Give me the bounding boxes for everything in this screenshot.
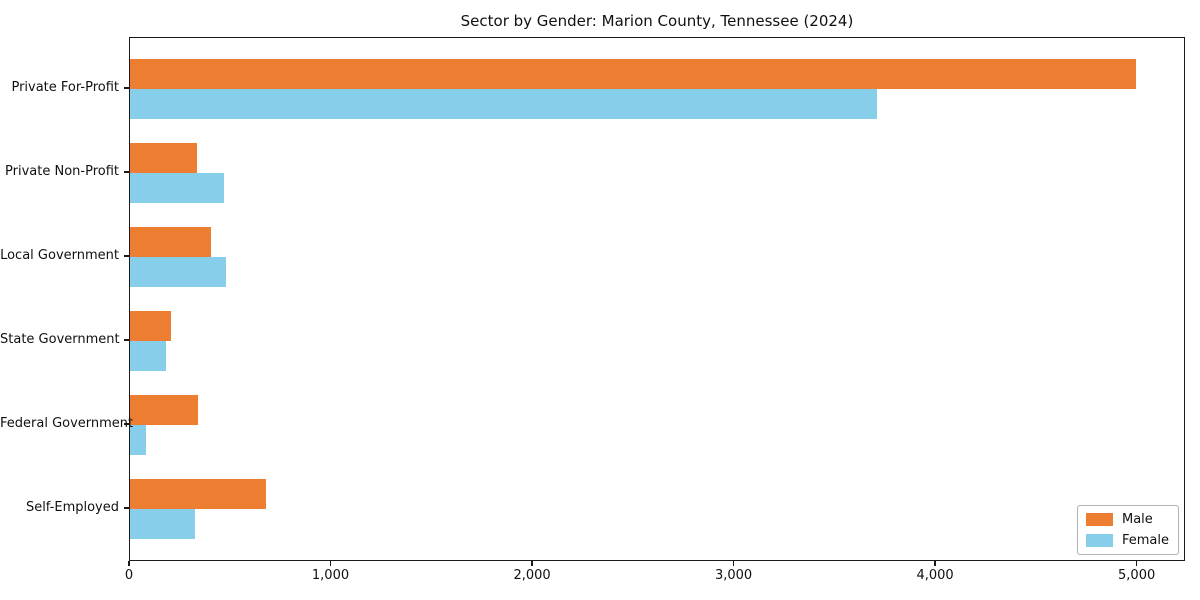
x-axis-tick-label-3-000: 3,000 bbox=[714, 568, 753, 583]
chart-title: Sector by Gender: Marion County, Tenness… bbox=[460, 12, 854, 30]
x-axis-tick-label-4-000: 4,000 bbox=[916, 568, 954, 583]
bar-male-private-for-profit bbox=[130, 59, 1136, 89]
bar-female-federal-government bbox=[130, 425, 147, 455]
x-tick-mark bbox=[531, 561, 533, 566]
bar-female-local-government bbox=[130, 257, 226, 287]
bar-female-state-government bbox=[130, 341, 167, 371]
x-tick-mark bbox=[1135, 561, 1138, 566]
y-tick-mark bbox=[124, 507, 129, 509]
y-tick-mark bbox=[124, 87, 129, 89]
y-tick-mark bbox=[124, 423, 129, 425]
male-series-swatch-icon bbox=[1085, 513, 1113, 526]
y-axis-label-self-employed: Self-Employed bbox=[25, 500, 119, 515]
x-tick-mark bbox=[329, 561, 332, 566]
x-axis-tick-label-0: 0 bbox=[124, 568, 134, 583]
legend-item-female: Female bbox=[1085, 533, 1169, 548]
x-axis-tick-label-1-000: 1,000 bbox=[311, 568, 350, 583]
female-series-swatch-icon bbox=[1085, 534, 1113, 547]
legend-label-male: Male bbox=[1121, 512, 1153, 527]
y-tick-mark bbox=[124, 339, 129, 341]
x-axis-tick-label-5-000: 5,000 bbox=[1118, 568, 1156, 583]
x-tick-mark bbox=[128, 561, 130, 566]
y-axis-label-private-non-profit: Private Non-Profit bbox=[5, 164, 119, 179]
legend-item-male: Male bbox=[1085, 512, 1169, 527]
bar-male-federal-government bbox=[130, 395, 198, 425]
legend: Male Female bbox=[1076, 505, 1179, 555]
legend-label-female: Female bbox=[1121, 533, 1169, 548]
bar-male-local-government bbox=[130, 227, 211, 257]
bar-male-state-government bbox=[130, 311, 172, 341]
x-tick-mark bbox=[934, 561, 936, 566]
bar-female-private-non-profit bbox=[130, 173, 224, 203]
y-axis-label-federal-government: Federal Government bbox=[0, 416, 134, 431]
bar-female-private-for-profit bbox=[130, 89, 877, 119]
x-axis-tick-label-2-000: 2,000 bbox=[513, 568, 551, 583]
y-tick-mark bbox=[124, 171, 129, 173]
y-axis-label-private-for-profit: Private For-Profit bbox=[11, 80, 119, 95]
y-axis-label-state-government: State Government bbox=[0, 332, 120, 347]
y-axis-label-local-government: Local Government bbox=[0, 248, 119, 263]
bar-male-private-non-profit bbox=[130, 143, 197, 173]
y-tick-mark bbox=[124, 255, 129, 257]
plot-area: Male Female bbox=[129, 37, 1185, 561]
x-tick-mark bbox=[732, 561, 735, 566]
bar-female-self-employed bbox=[130, 509, 195, 539]
bar-male-self-employed bbox=[130, 479, 266, 509]
